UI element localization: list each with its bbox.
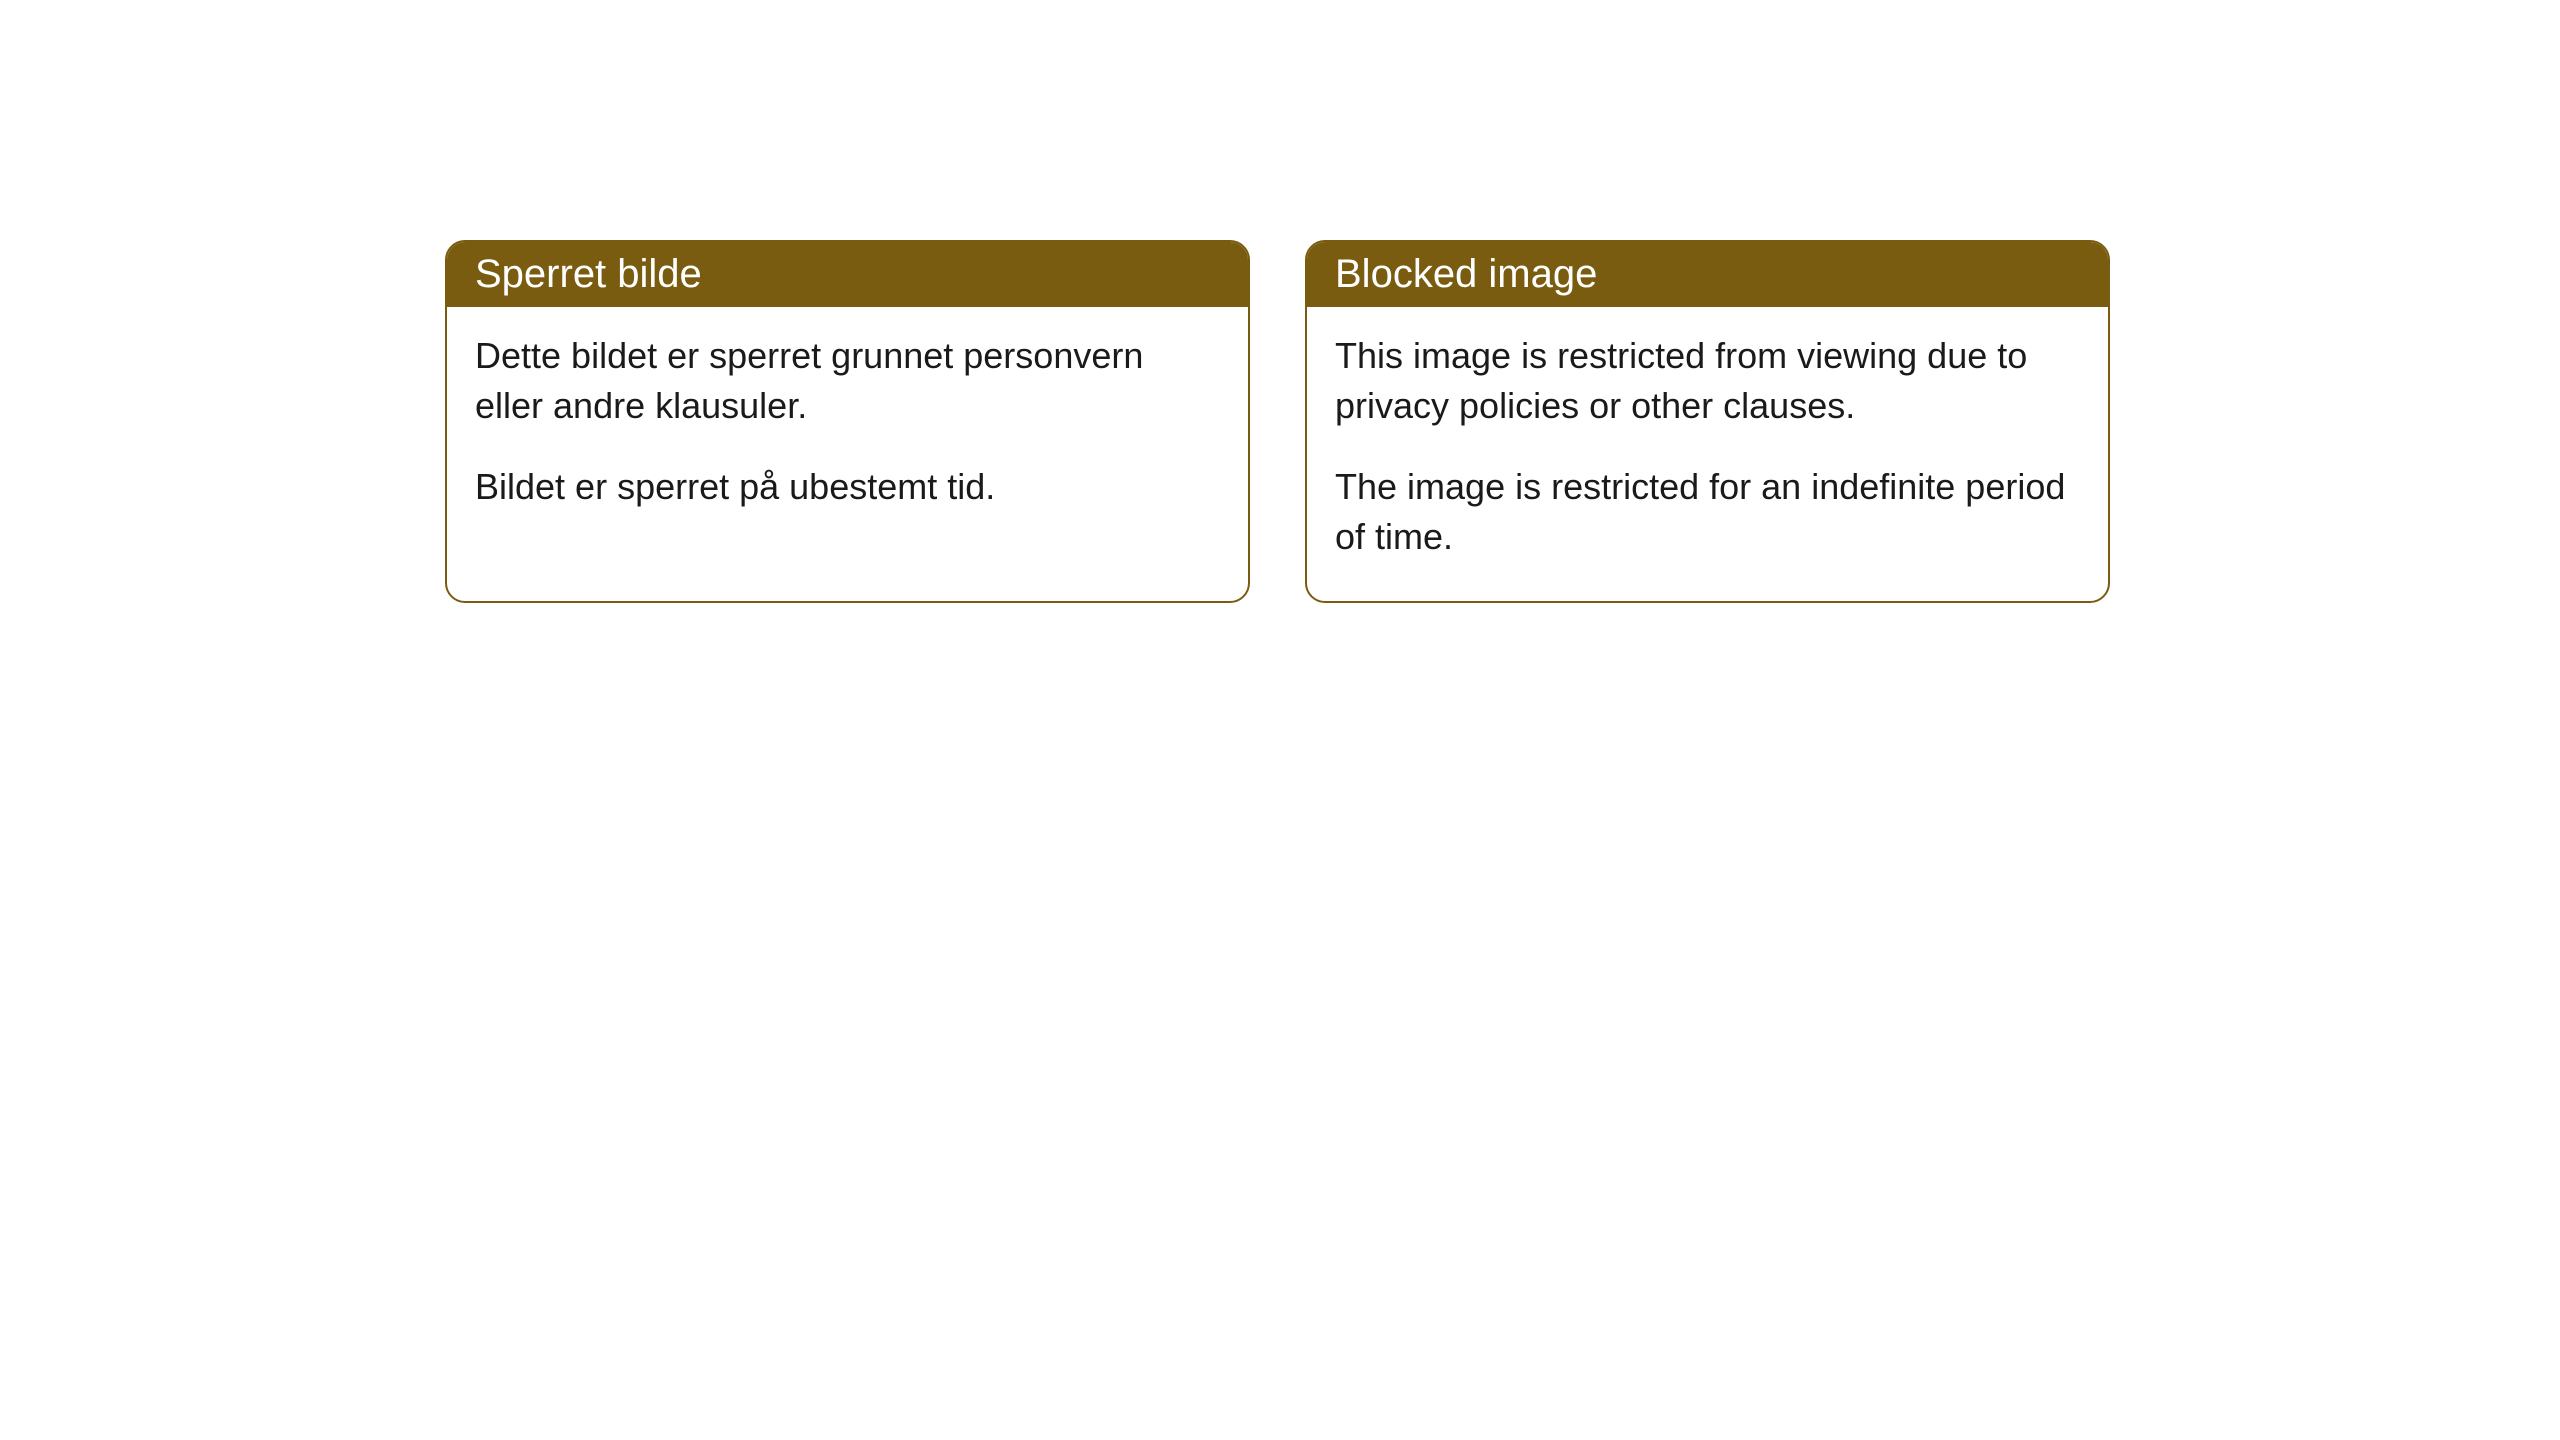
- card-body: Dette bildet er sperret grunnet personve…: [447, 307, 1248, 550]
- card-paragraph-2: Bildet er sperret på ubestemt tid.: [475, 462, 1220, 512]
- card-header: Blocked image: [1307, 242, 2108, 307]
- card-paragraph-2: The image is restricted for an indefinit…: [1335, 462, 2080, 563]
- card-title: Sperret bilde: [475, 252, 702, 296]
- blocked-image-card-english: Blocked image This image is restricted f…: [1305, 240, 2110, 603]
- card-title: Blocked image: [1335, 252, 1597, 296]
- blocked-image-card-norwegian: Sperret bilde Dette bildet er sperret gr…: [445, 240, 1250, 603]
- cards-container: Sperret bilde Dette bildet er sperret gr…: [0, 0, 2560, 603]
- card-body: This image is restricted from viewing du…: [1307, 307, 2108, 601]
- card-paragraph-1: Dette bildet er sperret grunnet personve…: [475, 331, 1220, 432]
- card-paragraph-1: This image is restricted from viewing du…: [1335, 331, 2080, 432]
- card-header: Sperret bilde: [447, 242, 1248, 307]
